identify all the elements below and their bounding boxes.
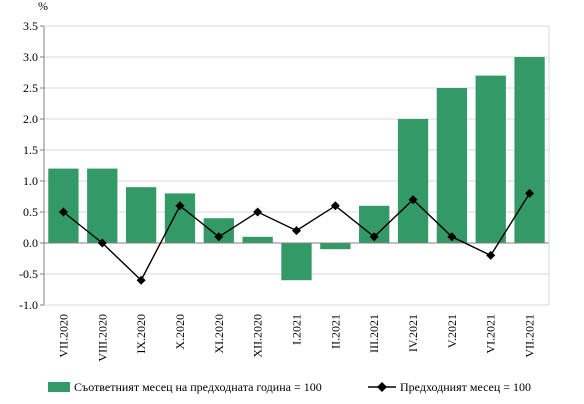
y-tick-label: 0.5 (23, 205, 38, 219)
x-tick-label: VII.2020 (56, 314, 70, 358)
bar (242, 236, 273, 243)
x-tick-label: XII.2020 (251, 314, 265, 358)
legend-bar-label: Съответният месец на предходната година … (74, 380, 322, 394)
line-point (175, 201, 185, 211)
x-tick-label: VI.2021 (484, 314, 498, 354)
y-tick-label: 0.0 (23, 236, 38, 250)
bar (436, 88, 468, 243)
line-point (408, 195, 418, 205)
bar (125, 187, 157, 243)
x-tick-label: X.2020 (173, 314, 187, 350)
bar (87, 168, 118, 243)
legend: Съответният месец на предходната година … (48, 380, 531, 394)
line-series (58, 188, 535, 285)
line-point (136, 275, 146, 285)
x-tick-label: XI.2020 (212, 314, 226, 354)
x-tick-label: V.2021 (445, 314, 459, 348)
y-tick-label: -0.5 (19, 267, 38, 281)
line-point (447, 232, 457, 242)
y-tick-label: 3.0 (23, 50, 38, 64)
bar (320, 243, 351, 250)
legend-line-label: Предходният месец = 100 (400, 380, 531, 394)
line-point (292, 226, 301, 236)
y-tick-labels: -1.0 -0.5 0.0 0.5 1.0 1.5 2.0 2.5 3.0 3.5 (19, 19, 38, 312)
bar (48, 168, 79, 243)
x-tick-label: III.2021 (367, 314, 381, 353)
y-tick-label: 1.0 (23, 174, 38, 188)
bar (397, 119, 429, 243)
line-point (486, 250, 496, 260)
bar (475, 75, 506, 243)
line-point (58, 207, 68, 217)
x-tick-label: I.2021 (290, 314, 304, 345)
y-tick-label: 3.5 (23, 19, 38, 33)
y-tick-label: 2.5 (23, 81, 38, 95)
line-point (97, 238, 107, 248)
line-point (525, 188, 535, 198)
x-tick-label: VIII.2020 (95, 314, 109, 362)
y-unit-label: % (38, 0, 48, 13)
bar-series (48, 57, 545, 281)
line-point (214, 232, 224, 242)
bar (281, 243, 312, 281)
bar (164, 193, 196, 243)
x-tick-label: IX.2020 (134, 314, 148, 354)
y-tick-label: -1.0 (19, 298, 38, 312)
bar (514, 57, 545, 243)
y-tick-label: 1.5 (23, 143, 38, 157)
line-point (330, 201, 340, 211)
x-tick-labels: VII.2020 VIII.2020 IX.2020 X.2020 XI.2020 XII… (56, 314, 536, 362)
line-point (253, 207, 263, 217)
x-tick-label: VII.2021 (523, 314, 537, 358)
x-tick-label: II.2021 (328, 314, 342, 349)
x-tick-label: IV.2021 (406, 314, 420, 352)
legend-diamond-marker (377, 382, 387, 392)
y-tick-label: 2.0 (23, 112, 38, 126)
line-point (369, 232, 379, 242)
legend-bar-swatch (48, 382, 70, 392)
